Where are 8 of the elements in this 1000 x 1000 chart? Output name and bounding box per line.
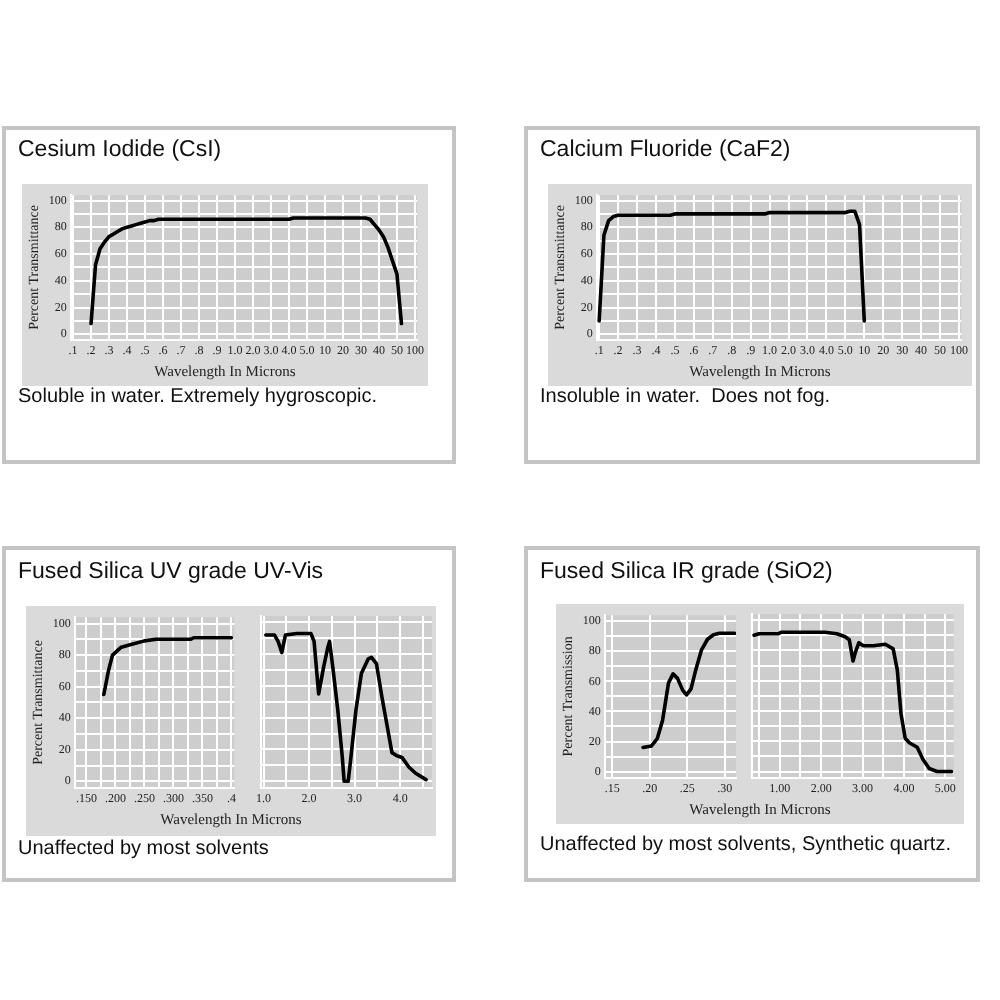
chart-title: Fused Silica IR grade (SiO2) <box>540 558 833 586</box>
text: Insoluble in water. Does not fog. <box>540 386 831 410</box>
chart-title: Fused Silica UV grade UV-Vis <box>18 558 324 586</box>
text: Soluble in water. Extremely hygroscopic. <box>18 386 378 410</box>
chart-title: Cesium Iodide (CsI) <box>18 136 222 164</box>
text: Unaffected by most solvents <box>18 838 269 862</box>
chart-title: Calcium Fluoride (CaF2) <box>540 136 791 164</box>
text: Unaffected by most solvents, Synthetic quartz. <box>540 834 951 858</box>
